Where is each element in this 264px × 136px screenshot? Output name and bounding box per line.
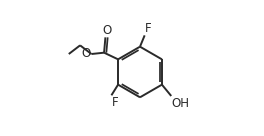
Text: F: F (112, 96, 118, 109)
Text: F: F (145, 22, 152, 35)
Text: O: O (103, 24, 112, 37)
Text: O: O (82, 47, 91, 60)
Text: OH: OH (172, 97, 190, 110)
